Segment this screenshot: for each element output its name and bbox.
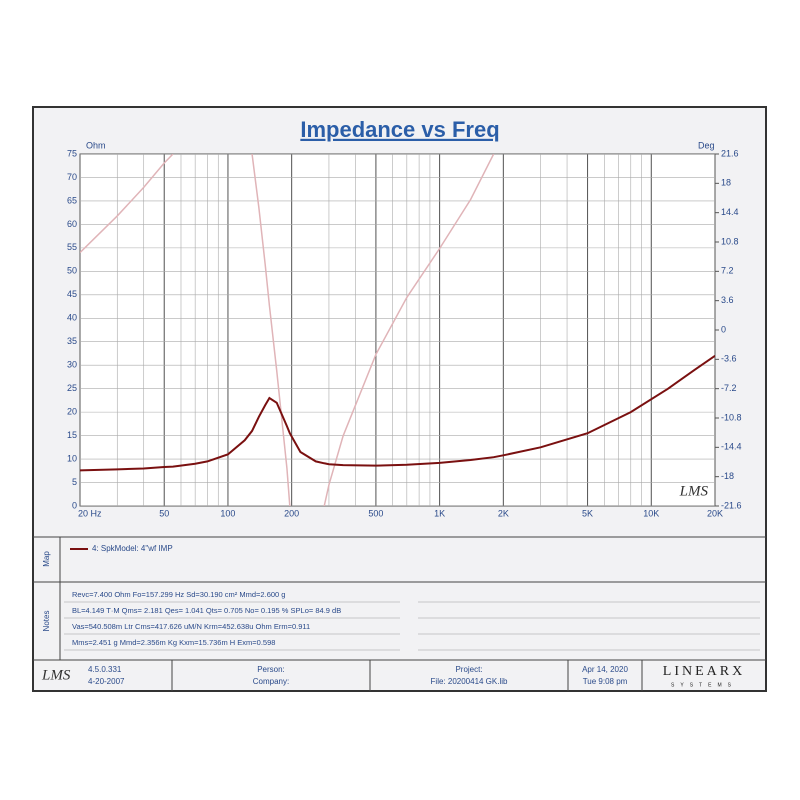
x-tick-label: 50 — [159, 508, 169, 518]
file: File: 20200414 GK.lib — [431, 677, 508, 686]
y-tick-label: 30 — [67, 360, 77, 370]
time: Tue 9:08 pm — [583, 677, 628, 686]
y-tick-label: 50 — [67, 266, 77, 276]
chart-title: Impedance vs Freq — [300, 117, 499, 142]
y2-tick-label: 10.8 — [721, 236, 739, 246]
brand: LINEARX — [663, 664, 745, 679]
y2-tick-label: 0 — [721, 324, 726, 334]
note-line: Revc=7.400 Ohm Fo=157.299 Hz Sd=30.190 c… — [72, 590, 285, 599]
x-tick-label: 10K — [643, 508, 659, 518]
y2-tick-label: -14.4 — [721, 442, 742, 452]
y-tick-label: 25 — [67, 383, 77, 393]
y2-tick-label: 21.6 — [721, 148, 739, 158]
y-tick-label: 60 — [67, 219, 77, 229]
y-tick-label: 20 — [67, 407, 77, 417]
x-tick-label: 500 — [368, 508, 383, 518]
map-label: Map — [42, 551, 51, 567]
y-tick-label: 5 — [72, 477, 77, 487]
line-series — [80, 154, 495, 506]
y2-axis-unit: Deg — [698, 140, 715, 150]
plot-area — [79, 153, 716, 507]
y2-tick-label: 18 — [721, 178, 731, 188]
y-tick-label: 15 — [67, 430, 77, 440]
watermark: LMS — [679, 483, 709, 499]
note-line: Vas=540.508m Ltr Cms=417.626 uM/N Krm=45… — [72, 622, 310, 631]
y-tick-label: 75 — [67, 148, 77, 158]
y2-tick-label: -10.8 — [721, 412, 742, 422]
y2-tick-label: -3.6 — [721, 354, 737, 364]
y-tick-label: 45 — [67, 289, 77, 299]
x-tick-label: 20 Hz — [78, 508, 102, 518]
build-date: 4-20-2007 — [88, 677, 125, 686]
y-tick-label: 0 — [72, 500, 77, 510]
person: Person: — [257, 665, 285, 674]
y-tick-label: 55 — [67, 242, 77, 252]
x-tick-label: 2K — [498, 508, 509, 518]
company: Company: — [253, 677, 289, 686]
footer-logo: LMS — [41, 667, 71, 683]
legend-entry: 4: SpkModel: 4"wf IMP — [92, 544, 173, 553]
y2-tick-label: -18 — [721, 471, 734, 481]
y-tick-label: 10 — [67, 453, 77, 463]
notes-label: Notes — [42, 611, 51, 632]
y2-tick-label: 3.6 — [721, 295, 734, 305]
y-tick-label: 65 — [67, 195, 77, 205]
line-series — [80, 354, 715, 472]
x-tick-label: 1K — [434, 508, 445, 518]
y2-tick-label: -7.2 — [721, 383, 737, 393]
date: Apr 14, 2020 — [582, 665, 628, 674]
note-line: BL=4.149 T·M Qms= 2.181 Qes= 1.041 Qts= … — [72, 606, 341, 615]
y2-tick-label: 7.2 — [721, 266, 734, 276]
version: 4.5.0.331 — [88, 665, 122, 674]
x-tick-label: 100 — [220, 508, 235, 518]
y-tick-label: 70 — [67, 172, 77, 182]
y2-tick-label: 14.4 — [721, 207, 739, 217]
note-line: Mms=2.451 g Mmd=2.356m Kg Kxm=15.736m H … — [72, 638, 275, 647]
x-tick-label: 5K — [582, 508, 593, 518]
x-tick-label: 20K — [707, 508, 723, 518]
y-tick-label: 40 — [67, 313, 77, 323]
brand-sub: SYSTEMS — [671, 682, 737, 688]
x-tick-label: 200 — [284, 508, 299, 518]
project: Project: — [455, 665, 482, 674]
y-axis-unit: Ohm — [86, 140, 106, 150]
y2-tick-label: -21.6 — [721, 500, 742, 510]
y-tick-label: 35 — [67, 336, 77, 346]
